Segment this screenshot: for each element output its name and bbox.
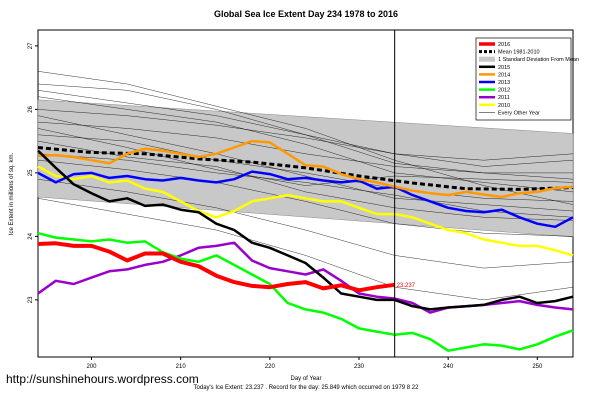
site-watermark: http://sunshinehours.wordpress.com bbox=[6, 372, 199, 386]
other-year-line-11 bbox=[37, 90, 574, 161]
other-year-line-6 bbox=[37, 134, 574, 202]
y-axis: 23 24 25 26 27 bbox=[28, 42, 38, 303]
series-line-2013 bbox=[37, 170, 574, 229]
legend-label-mean-1981-2010: Mean 1981-2010 bbox=[498, 50, 540, 56]
legend-label-1-standard-deviation-from-mean: 1 Standard Deviation From Mean bbox=[498, 57, 579, 63]
legend-label-2012: 2012 bbox=[498, 88, 510, 94]
x-tick-label-240: 240 bbox=[443, 364, 454, 370]
legend-label-2016: 2016 bbox=[498, 42, 510, 48]
legend-label-2014: 2014 bbox=[498, 72, 510, 78]
series-line-2012 bbox=[37, 231, 574, 352]
y-tick-label-23: 23 bbox=[28, 296, 34, 303]
legend-label-2013: 2013 bbox=[498, 80, 510, 86]
x-tick-label-230: 230 bbox=[354, 364, 365, 370]
legend-label-2010: 2010 bbox=[498, 103, 510, 109]
other-year-line-12 bbox=[37, 115, 574, 212]
series-layer bbox=[37, 139, 574, 352]
other-year-line-13 bbox=[37, 128, 574, 186]
x-axis-label: Day of Year bbox=[290, 376, 321, 382]
series-line-2015 bbox=[37, 149, 574, 311]
other-year-line-10 bbox=[37, 198, 574, 301]
other-year-line-8 bbox=[37, 160, 574, 237]
other-year-line-3 bbox=[37, 96, 574, 193]
footer-caption: Today's Ice Extent: 23.237 . Record for … bbox=[194, 385, 420, 391]
x-tick-label-200: 200 bbox=[86, 364, 97, 370]
x-tick-label-220: 220 bbox=[265, 364, 276, 370]
other-year-line-9 bbox=[37, 179, 574, 269]
x-tick-label-250: 250 bbox=[532, 364, 543, 370]
other-year-line-1 bbox=[37, 71, 574, 205]
other-year-line-4 bbox=[37, 109, 574, 167]
y-tick-label-25: 25 bbox=[28, 169, 34, 176]
legend-swatch-1-standard-deviation-from-mean bbox=[479, 56, 495, 62]
x-tick-label-210: 210 bbox=[176, 364, 187, 370]
series-line-2014 bbox=[37, 139, 574, 199]
other-year-line-7 bbox=[37, 140, 574, 221]
chart-title: Global Sea Ice Extent Day 234 1978 to 20… bbox=[214, 9, 398, 19]
legend-label-2011: 2011 bbox=[498, 95, 510, 101]
y-tick-label-24: 24 bbox=[28, 232, 34, 239]
legend-label-2015: 2015 bbox=[498, 65, 510, 71]
y-tick-label-26: 26 bbox=[28, 105, 34, 112]
series-line-2010 bbox=[37, 165, 574, 257]
series-line-2016 bbox=[37, 241, 395, 293]
current-value-annotation: 23.237 bbox=[397, 283, 416, 289]
x-axis: 200 210 220 230 240 250 bbox=[86, 357, 543, 370]
other-year-line-5 bbox=[37, 121, 573, 174]
y-tick-label-27: 27 bbox=[28, 42, 34, 49]
y-axis-label: Ice Extent in millions of sq. km. bbox=[9, 152, 15, 235]
legend-label-every-other-year: Every Other Year bbox=[498, 110, 540, 116]
